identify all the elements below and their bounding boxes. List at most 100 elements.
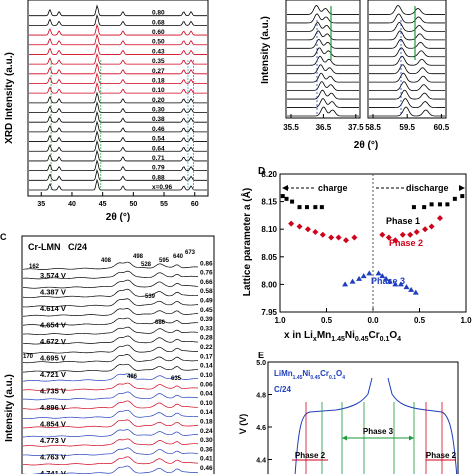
lattice-point-phase-1 [280, 194, 285, 199]
xrd-trace [29, 169, 207, 181]
panel-c-svg: C 3.574 V 4.387 V 4.614 V 4.654 V 4.672 V 4.6… [0, 232, 215, 474]
raman-peak-label: 498 [133, 254, 144, 260]
raman-x-value: 0.66 [200, 279, 213, 286]
lattice-point-phase-3 [360, 273, 367, 279]
lattice-point-phase-3 [397, 281, 404, 287]
raman-peak-label: 686 [155, 320, 166, 326]
panel-c-raman: C 3.574 V 4.387 V 4.614 V 4.654 V 4.672 V 4.6… [0, 230, 236, 474]
xrd-trace [29, 110, 207, 123]
lattice-point-phase-2 [392, 237, 399, 244]
lattice-point-phase-3 [342, 281, 349, 287]
lattice-point-phase-3 [412, 289, 419, 295]
lattice-point-phase-3 [379, 273, 386, 279]
raman-trace [22, 344, 199, 354]
xrd-tick-label: 55 [160, 201, 168, 208]
zoom-trace [287, 5, 359, 15]
phase3-arrow-right [409, 435, 414, 441]
raman-trace [22, 354, 199, 364]
raman-x-value: 0.41 [200, 456, 213, 463]
zoom-trace [287, 72, 359, 83]
xrd-x-label: 0.10 [152, 87, 165, 94]
xrd-trace [29, 4, 207, 17]
xrd-x-label: 0.88 [152, 174, 165, 181]
xrd-tick-label: 45 [99, 201, 107, 208]
xrd-trace [29, 23, 207, 36]
xrd-trace [29, 149, 207, 162]
lattice-point-phase-2 [399, 231, 406, 238]
raman-x-value: 0.18 [200, 418, 213, 425]
zoom-trace [369, 13, 445, 24]
raman-x-value: 0.58 [200, 288, 213, 295]
lattice-point-phase-2 [351, 234, 358, 241]
xrd-trace [29, 33, 207, 46]
raman-trace [22, 298, 199, 308]
panel-b-xrd-zoom: 35.5 36.5 37.5 58.5 59.5 60.5 Intensity (a.u.… [256, 0, 474, 170]
panel-a-xticks: 35 40 45 50 55 60 [37, 192, 199, 208]
lattice-xtick-label: 0.5 [414, 316, 426, 325]
xrd-trace [29, 159, 207, 172]
raman-trace [22, 279, 199, 289]
zoom-trace [287, 55, 359, 66]
xrd-trace [29, 72, 207, 84]
voltage-ytick-label: 5.0 [256, 360, 266, 367]
raman-voltage: 4.654 V [40, 321, 66, 330]
raman-voltage: 4.735 V [40, 387, 66, 396]
raman-voltage: 4.721 V [40, 370, 66, 379]
raman-peak-label: 673 [185, 250, 196, 256]
panel-d-xlabel: x in LixMn1.45Ni0.45Cr0.1O4 [284, 330, 401, 343]
zoom-trace [369, 38, 445, 49]
raman-trace [22, 400, 198, 410]
lattice-point-phase-2 [407, 231, 414, 238]
xrd-x-label: 0.60 [152, 29, 165, 36]
charge-arrow-head [282, 185, 288, 191]
xrd-trace [29, 91, 207, 104]
raman-voltage: 4.763 V [40, 453, 66, 462]
panel-e-phase2-left: Phase 2 [295, 451, 326, 460]
raman-voltage: 4.854 V [40, 420, 66, 429]
panel-e-phase2-right: Phase 2 [426, 451, 457, 460]
raman-x-value: 0.76 [200, 270, 213, 277]
lattice-ytick-label: 8.20 [261, 170, 277, 179]
xrd-x-label: 0.80 [152, 10, 165, 17]
lattice-point-phase-1 [445, 202, 450, 207]
phase1-label: Phase 1 [386, 216, 420, 226]
raman-trace [22, 373, 199, 382]
panel-c-x-values: 0.86 0.76 0.66 0.58 0.49 0.45 0.39 0.33 0.28 0.22… [200, 260, 213, 472]
xrd-x-label: 0.46 [152, 126, 165, 133]
raman-voltage: 4.614 V [40, 304, 66, 313]
raman-voltage: 3.574 V [40, 271, 66, 280]
raman-x-value: 0.10 [200, 372, 213, 379]
lattice-xtick-label: 1.0 [460, 316, 472, 325]
panel-e-svg: E 5.04.84.64.44.2 LiMn1.45Ni0.45Cr0.1O4 … [238, 352, 459, 474]
lattice-point-phase-3 [392, 281, 399, 287]
panel-d-axes: 7.95 8.00 8.05 8.10 8.15 8.20 1.0 0.5 0.0 0.5 1.0 [261, 170, 472, 325]
phase2-label: Phase 2 [389, 238, 423, 248]
lattice-xtick-label: 1.0 [274, 316, 286, 325]
panel-d-svg: D 7.95 8.00 8.05 8.10 8.15 8.20 1.0 0.5 0.0 0.5 1.… [240, 166, 472, 343]
lattice-point-phase-2 [335, 234, 342, 241]
zoom-trace [369, 55, 445, 66]
panel-d-letter: D [258, 166, 265, 177]
lattice-point-phase-1 [429, 202, 434, 207]
raman-x-value: 0.30 [200, 437, 213, 444]
panel-c-title: Cr-LMN [28, 242, 61, 252]
zoom-tick-label: 58.5 [365, 123, 381, 132]
lattice-point-phase-2 [328, 234, 335, 241]
xrd-tick-label: 40 [68, 201, 76, 208]
lattice-point-phase-2 [428, 223, 435, 230]
raman-peak-label: 635 [171, 376, 182, 382]
raman-peak-label: 162 [29, 264, 40, 270]
xrd-x-label: 0.54 [152, 136, 165, 143]
panel-c-frame [21, 235, 215, 474]
lattice-point-phase-2 [422, 226, 429, 233]
zoom-tick-label: 36.5 [316, 123, 332, 132]
zoom-trace [369, 98, 445, 108]
lattice-point-phase-2 [319, 231, 326, 238]
lattice-point-phase-1 [411, 205, 416, 210]
lattice-ytick-label: 7.95 [261, 308, 277, 317]
lattice-point-phase-3 [403, 284, 410, 290]
xrd-x-label: 0.27 [152, 68, 165, 75]
raman-trace [22, 335, 199, 345]
zoom-trace [369, 72, 445, 83]
xrd-trace [29, 14, 207, 26]
